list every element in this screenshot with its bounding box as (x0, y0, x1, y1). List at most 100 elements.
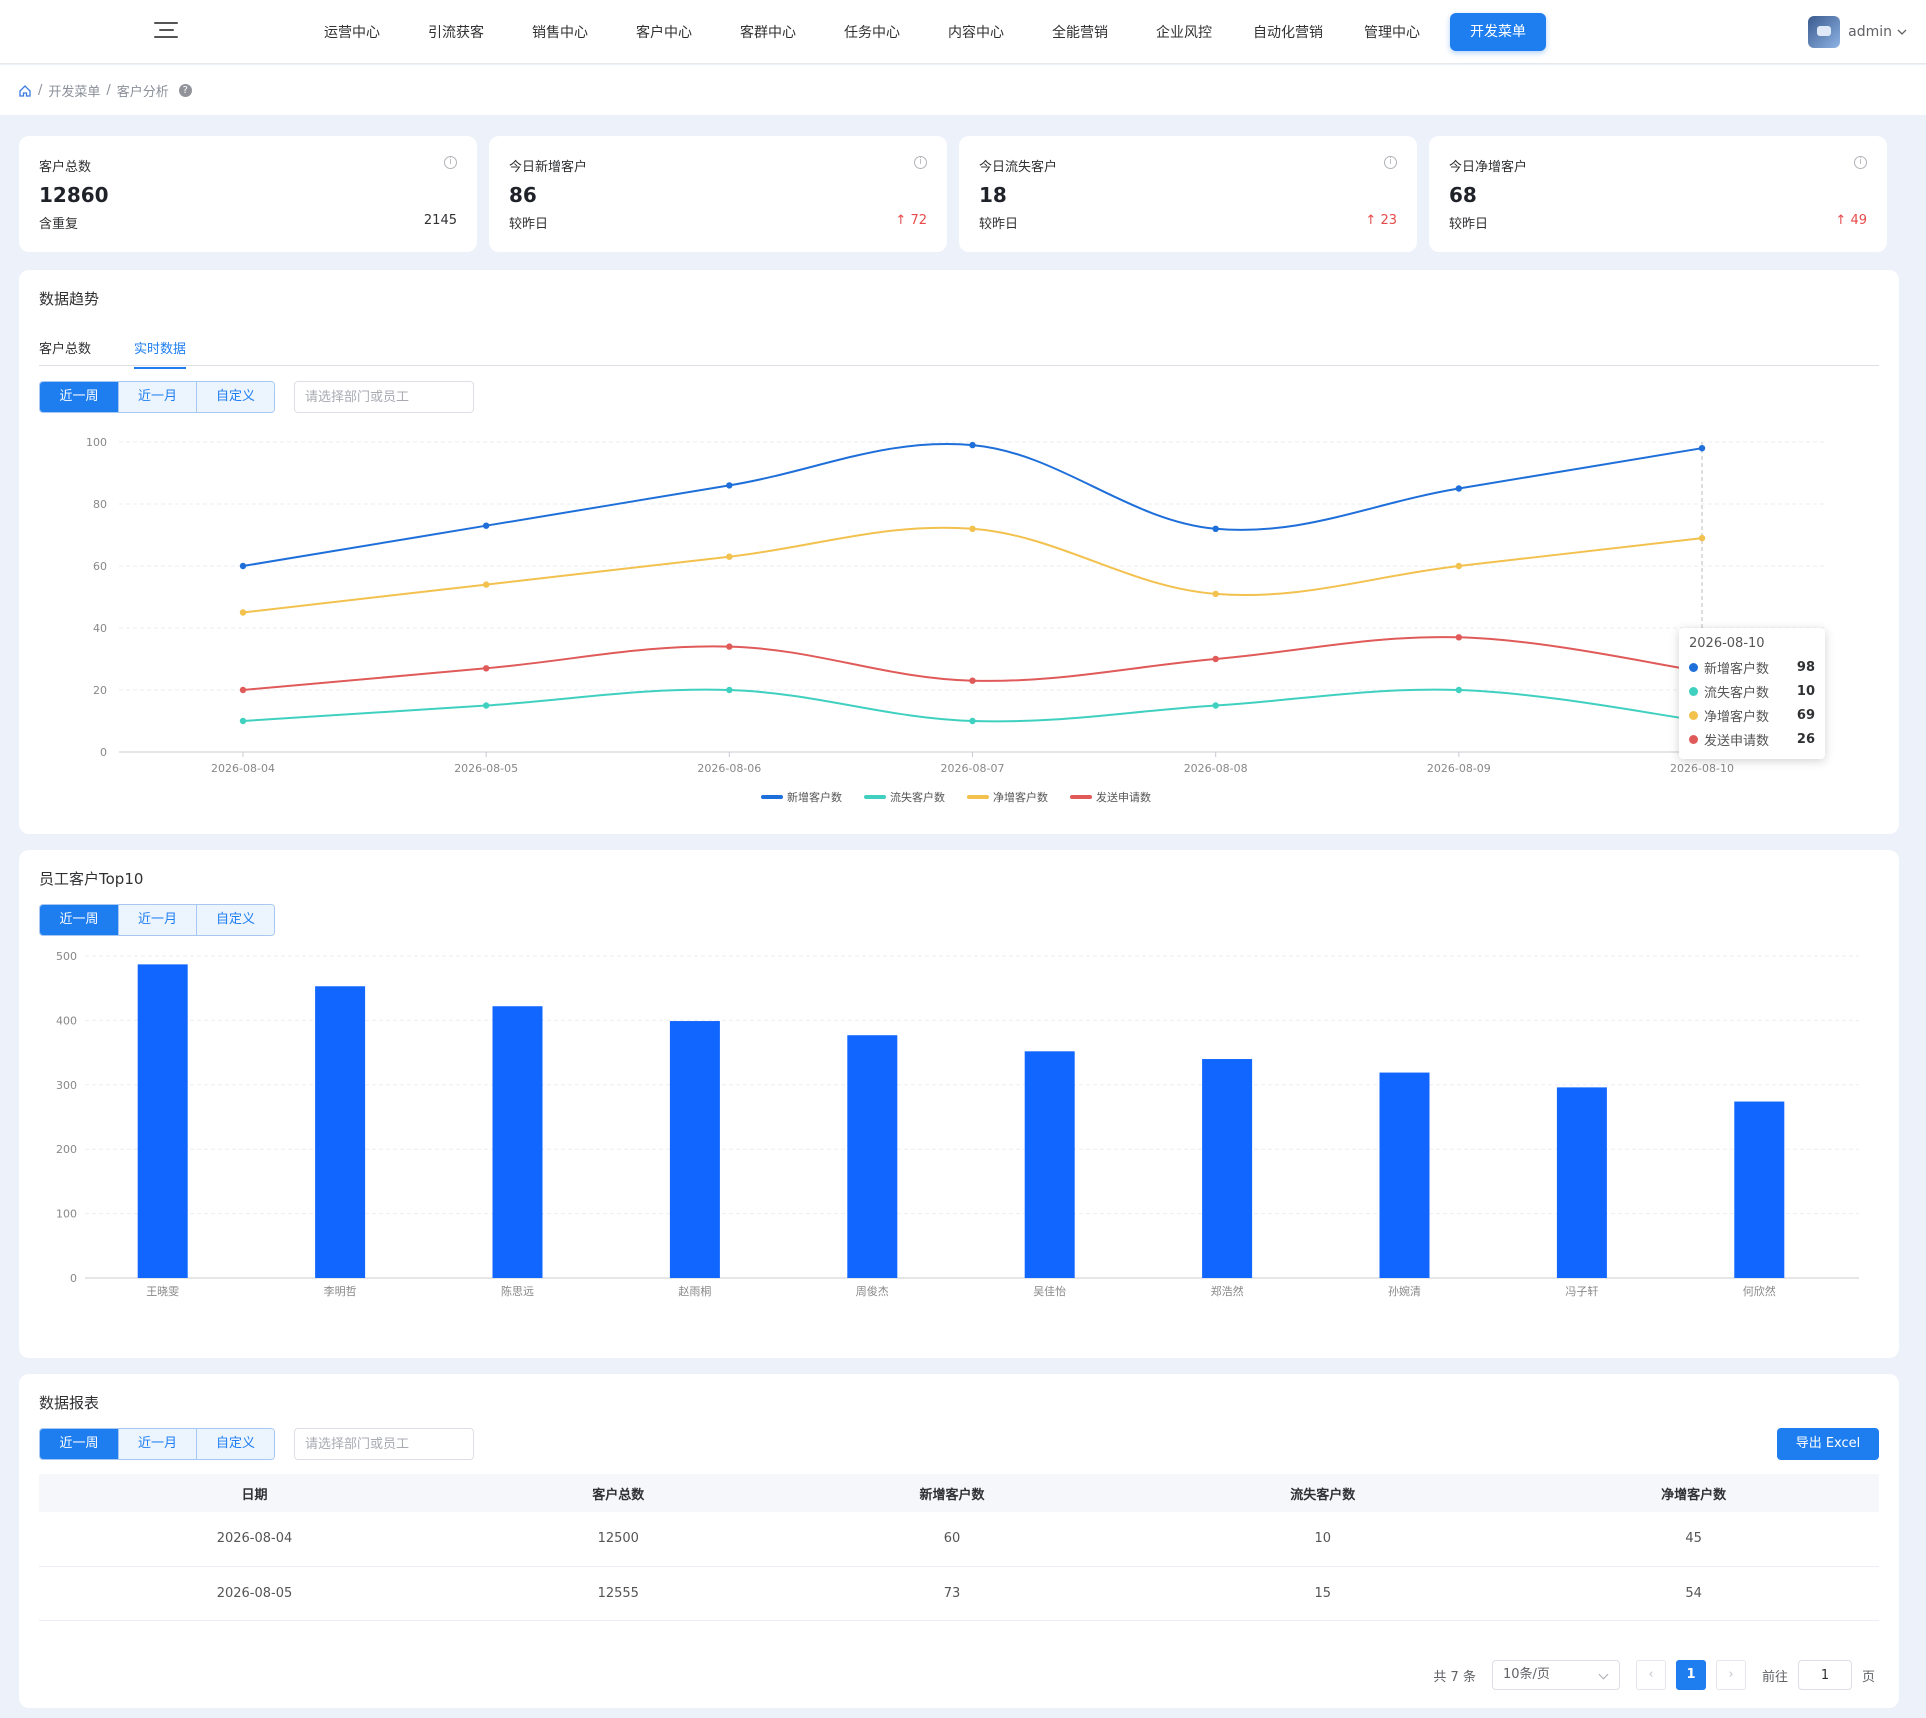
nav-item-tasks[interactable]: 任务中心 (844, 25, 900, 41)
data-point (482, 522, 490, 529)
data-point (1698, 534, 1706, 542)
range-custom-button[interactable]: 自定义 (196, 382, 274, 412)
nav-item-groups[interactable]: 客群中心 (740, 25, 796, 41)
bar (1202, 1059, 1253, 1278)
x-tick-label: 2026-08-05 (454, 762, 518, 775)
bar (1734, 1101, 1785, 1278)
legend-label: 发送申请数 (1096, 790, 1151, 804)
nav-item-admin[interactable]: 管理中心 (1364, 25, 1420, 41)
avatar (1808, 16, 1841, 48)
y-tick-label: 0 (100, 746, 107, 759)
info-icon[interactable]: i (1384, 156, 1397, 169)
x-tick-label: 何欣然 (1743, 1284, 1776, 1298)
x-tick-label: 郑浩然 (1211, 1284, 1244, 1298)
stat-title: 今日净增客户 (1449, 160, 1528, 175)
legend-swatch (1070, 795, 1092, 799)
user-name: admin (1848, 24, 1892, 40)
y-tick-label: 60 (93, 560, 107, 573)
arrow-up-icon: ↑ (1835, 213, 1847, 228)
cell-new: 60 (766, 1512, 1138, 1567)
page-number-button[interactable]: 1 (1675, 1660, 1706, 1690)
nav-item-leads[interactable]: 引流获客 (428, 25, 484, 41)
nav-item-risk[interactable]: 企业风控 (1156, 25, 1212, 41)
prev-page-button[interactable]: ‹ (1635, 1660, 1666, 1690)
export-excel-button[interactable]: 导出 Excel (1777, 1428, 1879, 1460)
bar (1024, 1051, 1075, 1278)
stat-value: 18 (979, 183, 1007, 207)
y-tick-label: 300 (56, 1079, 77, 1092)
stat-card-total: 客户总数 i 12860 含重复 2145 (19, 136, 477, 252)
x-tick-label: 孙婉清 (1388, 1284, 1421, 1298)
data-point (726, 553, 733, 560)
bar (315, 986, 366, 1278)
range-week-button[interactable]: 近一周 (40, 1429, 118, 1459)
next-page-button[interactable]: › (1715, 1660, 1746, 1690)
stat-foot-label: 较昨日 (1449, 217, 1489, 232)
table-header-row: 日期 客户总数 新增客户数 流失客户数 净增客户数 (39, 1474, 1879, 1512)
series-dot-icon (1689, 734, 1698, 744)
data-point (239, 562, 247, 570)
nav-item-dev-menu[interactable]: 开发菜单 (1450, 13, 1546, 51)
report-dept-select-input[interactable] (294, 1428, 474, 1460)
help-icon[interactable]: ? (178, 84, 192, 97)
info-icon[interactable]: i (444, 156, 457, 169)
info-icon[interactable]: i (914, 156, 927, 169)
dept-select-input[interactable] (294, 381, 474, 413)
nav-item-automation[interactable]: 自动化营销 (1253, 25, 1323, 41)
col-date[interactable]: 日期 (39, 1474, 470, 1512)
x-tick-label: 李明哲 (324, 1284, 357, 1298)
nav-item-ops[interactable]: 运营中心 (324, 25, 380, 41)
series-line-2 (242, 688, 1703, 723)
range-month-button[interactable]: 近一月 (118, 905, 196, 935)
nav-item-content[interactable]: 内容中心 (948, 25, 1004, 41)
col-total[interactable]: 客户总数 (469, 1474, 767, 1512)
trend-tabs: 客户总数 实时数据 (39, 330, 1879, 369)
goto-label: 前往 (1761, 1669, 1788, 1685)
tooltip-value: 69 (1796, 707, 1815, 723)
data-point (1212, 655, 1219, 663)
breadcrumb-dev-menu[interactable]: 开发菜单 (48, 85, 101, 100)
home-icon[interactable] (18, 84, 32, 98)
legend-label: 流失客户数 (890, 790, 945, 804)
cell-date: 2026-08-05 (39, 1566, 470, 1621)
y-tick-label: 40 (93, 622, 107, 635)
menu-toggle-icon[interactable] (154, 22, 178, 42)
page-size-select[interactable]: 10条/页 (1491, 1660, 1620, 1690)
tab-total[interactable]: 客户总数 (39, 342, 92, 357)
info-icon[interactable]: i (1854, 156, 1867, 169)
col-lost[interactable]: 流失客户数 (1137, 1474, 1509, 1512)
stat-title: 客户总数 (39, 160, 92, 175)
tab-realtime[interactable]: 实时数据 (134, 338, 187, 369)
col-new[interactable]: 新增客户数 (766, 1474, 1138, 1512)
bar (669, 1021, 720, 1278)
breadcrumb-current: 客户分析 (116, 85, 169, 100)
data-point (1212, 590, 1219, 598)
data-point (482, 702, 490, 709)
range-week-button[interactable]: 近一周 (40, 382, 118, 412)
user-menu[interactable]: admin (1808, 16, 1908, 48)
top10-panel: 员工客户Top10 近一周 近一月 自定义 0 100 200 300 400 500 王晓… (19, 850, 1899, 1358)
bar (847, 1035, 898, 1278)
cell-lost: 15 (1137, 1566, 1509, 1621)
bar (1379, 1072, 1430, 1278)
range-custom-button[interactable]: 自定义 (196, 905, 274, 935)
range-week-button[interactable]: 近一周 (40, 905, 118, 935)
data-point (726, 482, 733, 489)
stat-foot-label: 含重复 (39, 217, 79, 232)
stat-foot-value: 49 (1850, 213, 1867, 228)
range-month-button[interactable]: 近一月 (118, 382, 196, 412)
goto-page-input[interactable] (1797, 1660, 1852, 1690)
y-tick-label: 400 (56, 1014, 77, 1027)
stat-value: 12860 (39, 183, 109, 207)
col-net[interactable]: 净增客户数 (1508, 1474, 1879, 1512)
range-month-button[interactable]: 近一月 (118, 1429, 196, 1459)
range-custom-button[interactable]: 自定义 (196, 1429, 274, 1459)
top10-range-group: 近一周 近一月 自定义 (39, 904, 275, 936)
tooltip-value: 98 (1796, 659, 1815, 675)
nav-item-customers[interactable]: 客户中心 (636, 25, 692, 41)
nav-item-marketing[interactable]: 全能营销 (1052, 25, 1108, 41)
nav-item-sales[interactable]: 销售中心 (532, 25, 588, 41)
y-tick-label: 200 (56, 1143, 77, 1156)
stat-title: 今日流失客户 (979, 160, 1058, 175)
tooltip-label: 净增客户数 (1704, 709, 1770, 725)
